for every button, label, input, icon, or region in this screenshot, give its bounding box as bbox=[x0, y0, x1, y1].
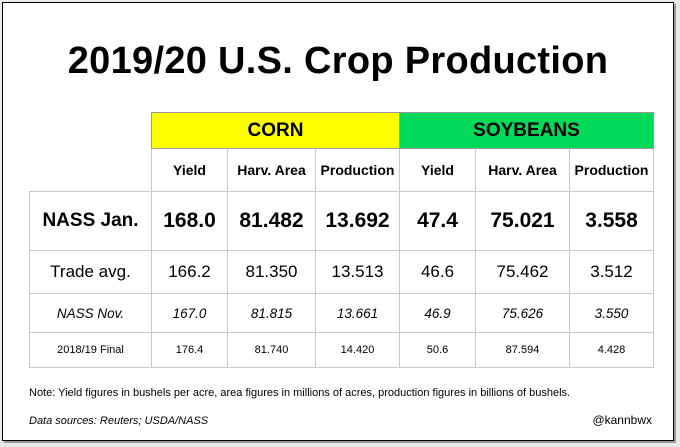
table-cell: 4.428 bbox=[569, 332, 654, 368]
table-cell: 167.0 bbox=[151, 293, 228, 333]
table-cell: 3.558 bbox=[569, 191, 654, 251]
column-header-soy-harv-area: Harv. Area bbox=[475, 148, 570, 192]
table-row: Trade avg. 166.2 81.350 13.513 46.6 75.4… bbox=[29, 250, 654, 294]
table-cell: 13.513 bbox=[315, 250, 400, 294]
column-header-corn-harv-area: Harv. Area bbox=[227, 148, 316, 192]
corn-group-header: CORN bbox=[151, 112, 400, 149]
column-header-corn-production: Production bbox=[315, 148, 400, 192]
table-corner bbox=[30, 149, 152, 192]
row-label: NASS Nov. bbox=[29, 293, 152, 333]
table-cell: 87.594 bbox=[475, 332, 570, 368]
column-header-soy-production: Production bbox=[569, 148, 654, 192]
table-row: 2018/19 Final 176.4 81.740 14.420 50.6 8… bbox=[29, 332, 654, 368]
table-cell: 75.021 bbox=[475, 191, 570, 251]
page-title: 2019/20 U.S. Crop Production bbox=[67, 40, 609, 82]
table-cell: 75.462 bbox=[475, 250, 570, 294]
table-cell: 81.815 bbox=[227, 293, 316, 333]
units-note: Note: Yield figures in bushels per acre,… bbox=[29, 387, 571, 399]
table-cell: 3.512 bbox=[569, 250, 654, 294]
table-cell: 46.9 bbox=[399, 293, 476, 333]
row-label: 2018/19 Final bbox=[29, 332, 152, 368]
table-cell: 14.420 bbox=[315, 332, 400, 368]
table-cell: 3.550 bbox=[569, 293, 654, 333]
row-label: NASS Jan. bbox=[29, 191, 152, 251]
table-cell: 81.350 bbox=[227, 250, 316, 294]
column-header-soy-yield: Yield bbox=[399, 148, 476, 192]
table-cell: 176.4 bbox=[151, 332, 228, 368]
table-cell: 47.4 bbox=[399, 191, 476, 251]
data-sources: Data sources: Reuters; USDA/NASS bbox=[29, 415, 209, 427]
crop-production-table: CORN SOYBEANS Yield Harv. Area Productio… bbox=[29, 112, 654, 368]
table-cell: 46.6 bbox=[399, 250, 476, 294]
table-cell: 81.740 bbox=[227, 332, 316, 368]
soybeans-group-header: SOYBEANS bbox=[399, 112, 654, 149]
table-cell: 75.626 bbox=[475, 293, 570, 333]
table-cell: 13.661 bbox=[315, 293, 400, 333]
table-cell: 168.0 bbox=[151, 191, 228, 251]
table-row: NASS Jan. 168.0 81.482 13.692 47.4 75.02… bbox=[29, 191, 654, 251]
table-cell: 50.6 bbox=[399, 332, 476, 368]
crop-production-card: 2019/20 U.S. Crop Production CORN SOYBEA… bbox=[2, 2, 674, 441]
table-row: NASS Nov. 167.0 81.815 13.661 46.9 75.62… bbox=[29, 293, 654, 333]
row-label: Trade avg. bbox=[29, 250, 152, 294]
table-cell: 166.2 bbox=[151, 250, 228, 294]
table-cell: 81.482 bbox=[227, 191, 316, 251]
column-header-corn-yield: Yield bbox=[151, 148, 228, 192]
table-corner bbox=[30, 113, 152, 149]
author-handle: @kannbwx bbox=[592, 413, 652, 427]
table-cell: 13.692 bbox=[315, 191, 400, 251]
